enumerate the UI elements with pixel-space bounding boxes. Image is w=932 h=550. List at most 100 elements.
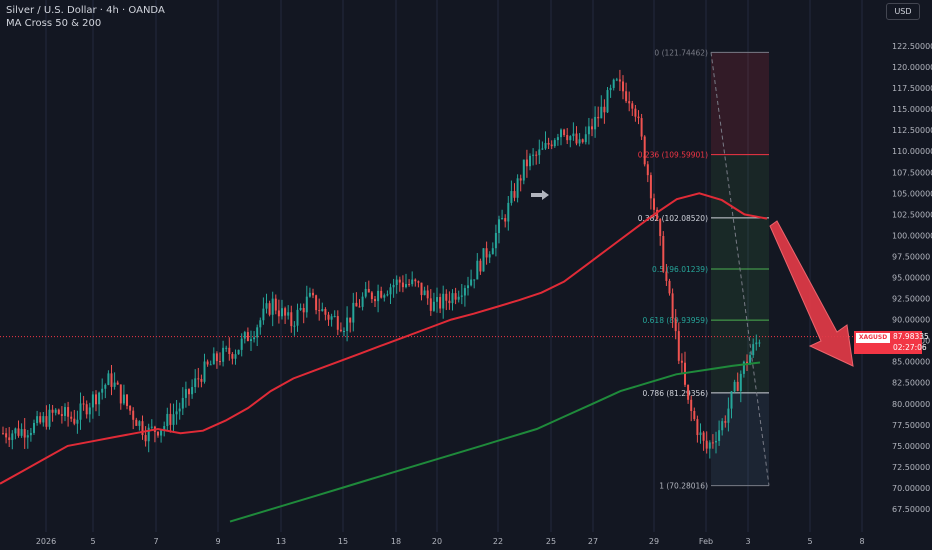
candle-body — [119, 384, 122, 404]
candle-body — [88, 407, 91, 415]
y-tick-label: 120.00000 — [892, 63, 932, 72]
candle-body — [680, 360, 683, 363]
y-tick-label: 115.00000 — [892, 105, 932, 114]
candle-body — [101, 388, 104, 393]
candle-body — [429, 298, 432, 311]
candle-body — [48, 409, 51, 427]
candle-body — [395, 279, 398, 285]
candle-body — [194, 378, 197, 388]
y-tick-label: 100.00000 — [892, 231, 932, 240]
candle-body — [126, 394, 128, 406]
fib-level-label: 0.382 (102.08520) — [638, 214, 708, 223]
fib-level-label: 0 (121.74462) — [654, 48, 708, 57]
fib-zone — [711, 217, 769, 269]
candle-body — [42, 416, 45, 423]
candle-body — [727, 408, 730, 423]
candle-body — [321, 309, 324, 312]
candle-body — [8, 437, 11, 441]
current-price-tag: XAGUSD 87.98335 02:27:06 — [854, 331, 929, 354]
candle-body — [386, 294, 389, 296]
x-tick-label: 8 — [859, 537, 864, 546]
candle-body — [45, 416, 48, 427]
candle-body — [494, 232, 497, 249]
candle-body — [5, 433, 8, 438]
candle-body — [274, 298, 277, 311]
candle-body — [581, 139, 584, 143]
currency-button[interactable]: USD — [886, 3, 920, 20]
candle-body — [172, 414, 175, 425]
candle-body — [73, 418, 76, 424]
candle-body — [544, 143, 547, 149]
candle-body — [355, 302, 358, 307]
candle-body — [308, 292, 311, 297]
candle-body — [54, 409, 57, 413]
candle-body — [389, 287, 392, 295]
candle-body — [113, 382, 116, 387]
candle-body — [584, 134, 587, 143]
candles — [2, 69, 761, 459]
candle-body — [724, 421, 727, 423]
candle-body — [693, 410, 696, 420]
candle-body — [85, 404, 88, 415]
candle-body — [110, 373, 113, 387]
candle-body — [132, 410, 135, 420]
candle-body — [708, 442, 711, 449]
ma50-line — [0, 192, 768, 485]
candle-body — [417, 281, 420, 283]
candle-body — [758, 342, 761, 344]
y-tick-label: 122.50000 — [892, 42, 932, 51]
candle-body — [234, 354, 237, 359]
candle-body — [550, 144, 553, 147]
candle-body — [333, 316, 336, 318]
candle-body — [370, 292, 373, 300]
candle-body — [702, 432, 705, 441]
candle-body — [622, 81, 624, 92]
candle-body — [755, 342, 758, 345]
candle-body — [556, 137, 559, 141]
candle-body — [414, 279, 417, 282]
candle-body — [699, 432, 702, 436]
candle-body — [157, 431, 159, 436]
candle-body — [718, 430, 721, 441]
candle-body — [535, 154, 538, 156]
candle-body — [504, 218, 507, 222]
candle-body — [423, 290, 426, 296]
forecast-down-arrow-icon — [769, 220, 854, 367]
candle-body — [107, 373, 110, 385]
candle-body — [460, 295, 463, 297]
candle-body — [95, 394, 97, 405]
y-tick-label: 107.50000 — [892, 168, 932, 177]
candle-body — [225, 347, 228, 349]
candle-body — [265, 303, 268, 309]
candle-body — [426, 290, 429, 299]
candle-body — [243, 332, 246, 339]
candle-body — [432, 301, 435, 311]
price-tag-countdown: 02:27:06 — [893, 343, 927, 352]
candle-body — [451, 293, 454, 304]
x-tick-label: 5 — [807, 537, 812, 546]
candle-body — [135, 419, 138, 426]
candle-body — [711, 442, 714, 444]
candle-body — [485, 248, 488, 258]
y-tick-label: 72.50000 — [892, 463, 930, 472]
candle-body — [290, 312, 293, 327]
candle-body — [560, 129, 562, 138]
candle-body — [51, 409, 54, 413]
candle-body — [318, 310, 321, 312]
candle-body — [277, 310, 280, 317]
candle-body — [349, 317, 352, 323]
fib-zone — [711, 392, 769, 486]
candle-body — [82, 403, 85, 405]
candle-body — [662, 236, 665, 272]
candle-body — [219, 361, 221, 363]
candle-body — [445, 293, 448, 301]
candle-body — [203, 361, 206, 382]
marker-arrow-icon — [531, 190, 549, 200]
candle-body — [33, 422, 35, 433]
candle-body — [39, 416, 42, 423]
candle-body — [339, 329, 342, 332]
candle-body — [696, 419, 699, 436]
candle-body — [29, 432, 32, 436]
candle-body — [659, 219, 662, 237]
